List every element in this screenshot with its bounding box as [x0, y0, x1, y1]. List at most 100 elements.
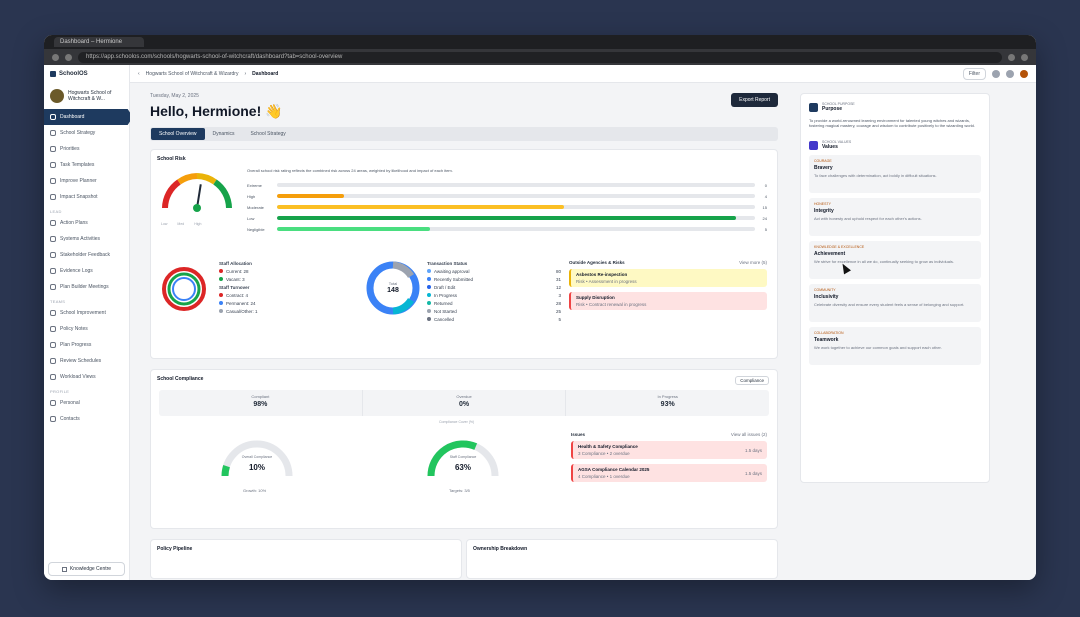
sidebar-item-templates[interactable]: Task Templates	[44, 157, 129, 173]
sidebar-item-action-plans[interactable]: Action Plans	[44, 215, 129, 231]
tab-school-overview[interactable]: School Overview	[151, 128, 205, 140]
notification-icon[interactable]	[992, 69, 1000, 78]
workload-icon	[50, 374, 56, 380]
school-switcher[interactable]: Hogwarts School of Witchcraft & W...	[44, 83, 129, 109]
transaction-donut: Total 148	[366, 261, 420, 315]
compliance-stat-value: 0%	[458, 401, 470, 408]
staff-item-label: Permanent: 24	[226, 301, 256, 306]
sidebar-item-label: Stakeholder Feedback	[60, 252, 111, 258]
compliance-stat: Compliant 98%	[159, 390, 363, 416]
browser-toolbar: https://app.schoolos.com/schools/hogwart…	[44, 49, 1036, 65]
issue-item[interactable]: Health & Safety Compliance 3 Compliance •…	[571, 441, 767, 459]
extension-icon[interactable]	[1008, 53, 1015, 61]
help-icon[interactable]	[1006, 69, 1014, 78]
agenda-panel: Outside Agencies & Risks View more (5) A…	[569, 260, 767, 315]
tab-school-strategy[interactable]: School Strategy	[250, 131, 286, 137]
gauge-label: Staff Compliance	[450, 455, 477, 459]
staff-item: Permanent: 24	[219, 300, 258, 308]
policy-icon	[50, 326, 56, 332]
transaction-item-label: Not Started	[427, 308, 457, 316]
transaction-label-text: Draft / Edit	[434, 285, 456, 290]
transaction-label-text: In Progress	[434, 293, 458, 298]
sidebar-item-reviews[interactable]: Review Schedules	[44, 353, 129, 369]
transaction-item: Recently Submitted 31	[427, 276, 561, 284]
risk-description: Overall school risk rating reflects the …	[247, 168, 453, 173]
transaction-item: Awaiting approval 80	[427, 268, 561, 276]
tab-dynamics[interactable]: Dynamics	[212, 131, 235, 137]
browser-tab[interactable]: Dashboard – Hermione	[54, 37, 144, 47]
sidebar-item-workload[interactable]: Workload Views	[44, 369, 129, 385]
staff-donut	[162, 267, 206, 311]
agenda-view-more-link[interactable]: View more (5)	[739, 260, 767, 265]
progress-icon	[50, 342, 56, 348]
calendar-icon	[50, 178, 56, 184]
sidebar-section-label: LEAD	[50, 209, 62, 214]
issue-item[interactable]: AGSA Compliance Calendar 2025 4 Complianc…	[571, 464, 767, 482]
staff-stats: Staff Allocation Current: 28 Vacant: 3 S…	[219, 260, 258, 316]
chevron-left-icon[interactable]: ‹	[138, 70, 140, 77]
sidebar-section-label: TEAMS	[50, 299, 66, 304]
value-name: Inclusivity	[814, 294, 839, 300]
risk-row-value: 15	[762, 204, 767, 210]
agenda-item[interactable]: Supply Disruption Risk • Contract renewal…	[569, 292, 767, 310]
sidebar-item-personal[interactable]: Personal	[44, 395, 129, 411]
export-report-button[interactable]: Export Report	[731, 93, 778, 107]
value-category: KNOWLEDGE & EXCELLENCE	[814, 245, 865, 249]
flag-icon	[50, 146, 56, 152]
value-category: COLLABORATION	[814, 331, 844, 335]
breadcrumb-school[interactable]: Hogwarts School of Witchcraft & Wizardry	[145, 70, 239, 77]
value-description: To face challenges with determination, a…	[814, 173, 937, 178]
policy-pipeline-title: Policy Pipeline	[157, 546, 193, 552]
value-name: Teamwork	[814, 337, 839, 343]
risk-title: School Risk	[157, 156, 186, 162]
avatar[interactable]	[1020, 69, 1028, 78]
knowledge-centre-label: Knowledge Centre	[69, 566, 112, 572]
issues-view-all-link[interactable]: View all issues (2)	[730, 432, 767, 437]
sidebar-item-meetings[interactable]: Plan Builder Meetings	[44, 279, 129, 295]
heart-icon	[809, 140, 818, 150]
sidebar-item-feedback[interactable]: Stakeholder Feedback	[44, 247, 129, 263]
reload-icon[interactable]	[65, 53, 72, 61]
risk-row: Moderate 15	[247, 204, 767, 210]
agenda-item[interactable]: Asbestos Re-inspection Risk • Assessment …	[569, 269, 767, 287]
sidebar-item-evidence[interactable]: Evidence Logs	[44, 263, 129, 279]
gauge-value: 10%	[249, 463, 265, 472]
knowledge-centre-button[interactable]: Knowledge Centre	[48, 562, 125, 576]
risk-fill	[277, 205, 564, 209]
sidebar-item-contacts[interactable]: Contacts	[44, 411, 129, 427]
staff-item: Current: 28	[219, 268, 258, 276]
agenda-item-title: Asbestos Re-inspection	[576, 272, 628, 277]
sidebar-item-label: Personal	[60, 400, 80, 406]
issues-header: Issues View all issues (2)	[571, 432, 767, 437]
sidebar-item-priorities[interactable]: Priorities	[44, 141, 129, 157]
sidebar-item-activities[interactable]: Systems Activities	[44, 231, 129, 247]
gauge-sub: Targets: 3/5	[449, 488, 470, 493]
issue-title: Health & Safety Compliance	[578, 444, 638, 449]
greeting: Hello, Hermione! 👋	[150, 103, 283, 119]
filter-button[interactable]: Filter	[962, 67, 986, 80]
sidebar-item-strategy[interactable]: School Strategy	[44, 125, 129, 141]
sidebar-item-snapshot[interactable]: Impact Snapshot	[44, 189, 129, 205]
value-category: COURAGE	[814, 159, 832, 163]
value-name: Integrity	[814, 208, 834, 214]
sidebar-item-progress[interactable]: Plan Progress	[44, 337, 129, 353]
sidebar-item-policy[interactable]: Policy Notes	[44, 321, 129, 337]
feedback-icon	[50, 252, 56, 258]
transaction-item-value: 31	[555, 277, 561, 282]
transaction-item-value: 25	[555, 309, 561, 314]
profile-icon[interactable]	[1021, 53, 1028, 61]
back-icon[interactable]	[52, 53, 59, 61]
sidebar-item-improvement[interactable]: School Improvement	[44, 305, 129, 321]
address-bar[interactable]: https://app.schoolos.com/schools/hogwart…	[78, 51, 1002, 63]
compliance-link[interactable]: Compliance	[735, 376, 769, 385]
transaction-label-text: Returned	[434, 301, 453, 306]
gauge-arc-red	[162, 179, 181, 209]
compliance-stats: Compliant 98% Overdue 0% In Progress 93%	[159, 390, 769, 416]
sidebar-item-dashboard[interactable]: Dashboard	[44, 109, 133, 125]
transaction-item: In Progress 3	[427, 292, 561, 300]
ownership-title: Ownership Breakdown	[473, 546, 528, 552]
dashboard-icon	[50, 114, 56, 120]
app: SchoolOS Hogwarts School of Witchcraft &…	[44, 65, 1036, 580]
sidebar-item-planner[interactable]: Improve Planner	[44, 173, 129, 189]
issue-value: 1.5 days	[744, 447, 762, 453]
